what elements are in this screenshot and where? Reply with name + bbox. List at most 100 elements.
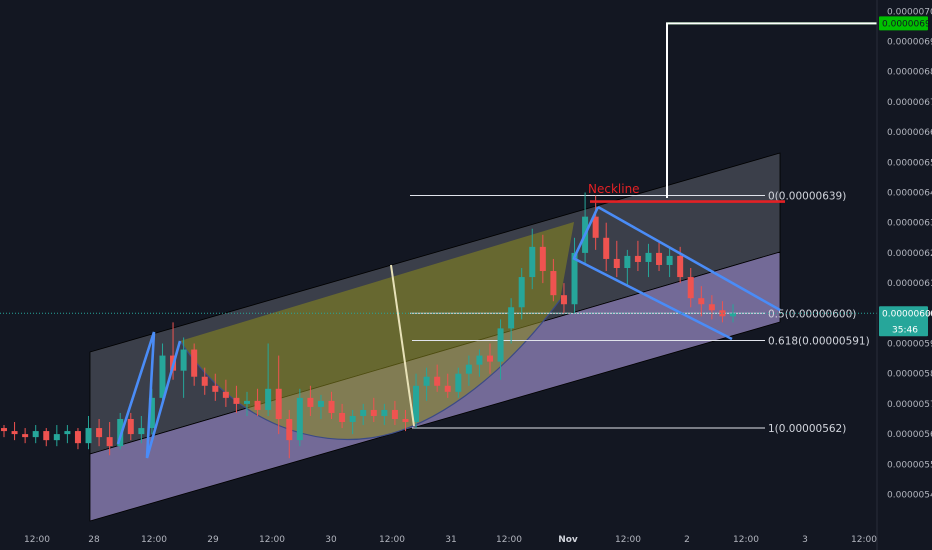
candle-body [191,349,198,377]
time-tick-label: 28 [88,535,100,545]
candle-body [254,400,261,410]
flag-pole-line[interactable] [572,206,600,259]
flag-upper-line[interactable] [597,205,781,312]
candle-body [656,252,663,265]
candle-body [487,355,493,362]
candle-body [212,385,219,392]
candle-body [497,328,504,362]
price-tick-label: 0.00000680 [887,68,932,78]
time-tick-label: 12:00 [24,535,50,545]
price-tick-label: 0.00000610 [887,279,932,289]
candle-body [296,397,303,441]
candle-body [391,409,398,419]
flag-lower-line[interactable] [572,256,733,341]
candle-body [592,216,599,238]
price-tick-label: 0.00000550 [887,460,932,470]
last-price-value: 0.00000600 [882,309,932,319]
candle-body [560,295,567,305]
candlestick-series[interactable] [1,192,736,459]
price-tick-label: 0.00000630 [887,219,932,229]
time-tick-label: 3 [802,535,808,545]
candle-body [96,428,103,438]
time-tick-label: 2 [684,535,690,545]
candle-body [286,419,293,441]
candle-body [476,355,483,365]
candle-body [339,412,346,423]
candle-body [370,409,377,416]
price-tick-label: 0.00000640 [887,189,932,199]
price-tick-label: 0.00000560 [887,430,932,440]
candle-body [317,400,324,407]
cup-depth-line[interactable] [390,264,415,427]
candle-body [159,355,166,398]
candle-body [43,431,50,441]
neckline-label: Neckline [588,182,640,196]
target-price-badge-bg [879,16,928,31]
time-tick-label: 12:00 [615,535,641,545]
candle-body [518,277,525,308]
candle-body [328,400,335,413]
candle-body [22,434,29,438]
candle-body [201,376,208,386]
candle-body [613,258,620,268]
candle-body [74,431,81,444]
time-axis[interactable]: 12:00 28 12:00 29 12:00 30 12:00 31 12:00 Nov 12:0… [24,535,877,545]
time-tick-label: 12:00 [733,535,759,545]
time-tick-label: 12:00 [496,535,522,545]
candle-body [138,428,145,435]
candle-body [233,397,240,404]
candle-body [360,409,367,416]
price-tick-label: 0.00000660 [887,128,932,138]
candle-body [465,364,472,374]
candle-body [571,252,578,305]
candle-body [634,255,641,262]
candle-body [148,397,155,429]
time-tick-label: 12:00 [259,535,285,545]
candle-body [53,434,60,441]
candle-body [117,419,124,447]
last-price-badge-bg [879,306,928,337]
candle-body [434,376,441,386]
candle-body [444,385,451,392]
candle-body [265,388,272,410]
target-price-badge: 0.00000696 [879,16,932,31]
candle-body [127,419,134,435]
target-projection-line[interactable] [666,22,877,198]
price-tick-label: 0.00000540 [887,491,932,501]
fib-level-0.618-label: 0.618(0.00000591) [768,335,870,347]
left-zigzag-line[interactable] [116,331,182,459]
candle-body [698,298,705,305]
price-tick-label: 0.00000670 [887,98,932,108]
time-tick-label: 30 [325,535,337,545]
price-tick-label: 0.00000580 [887,370,932,380]
fib-level-0.5-label: 0.5(0.00000600) [768,308,856,320]
candle-body [275,388,282,419]
target-price-value: 0.00000696 [882,19,932,29]
time-tick-label: 31 [445,535,456,545]
candle-body [603,237,610,259]
candle-body [539,246,546,272]
candle-body [180,349,187,371]
candle-body [11,431,18,435]
candle-body [624,255,631,268]
time-tick-label: 29 [207,535,219,545]
candle-body [413,385,420,423]
cup-curve[interactable] [179,299,561,441]
candle-body [708,304,715,311]
last-price-badge: 0.00000600 35:46 [879,306,932,337]
price-tick-label: 0.00000590 [887,340,932,350]
candle-body [423,376,430,386]
candle-body [402,419,409,423]
candle-body [222,391,229,398]
candle-body [1,428,7,432]
price-tick-label: 0.00000570 [887,400,932,410]
fib-level-0-label: 0(0.00000639) [768,191,846,203]
candle-body [529,246,536,278]
candle-body [455,373,462,392]
price-tick-label: 0.00000620 [887,249,932,259]
fib-level-1-label: 1(0.00000562) [768,423,846,435]
candle-body [677,255,684,278]
candle-body [508,307,515,329]
bar-countdown: 35:46 [892,325,918,335]
